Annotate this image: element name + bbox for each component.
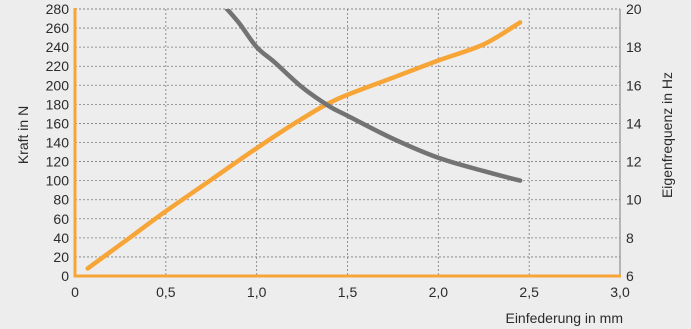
left-tick-label: 240 [46, 39, 70, 55]
left-tick-label: 60 [53, 211, 69, 227]
right-axis-title: Eigenfrequenz in Hz [659, 72, 675, 198]
left-axis-title: Kraft in N [15, 106, 31, 164]
force-curve [85, 20, 523, 271]
x-tick-label: 1,5 [338, 284, 358, 300]
right-tick-label: 8 [626, 230, 634, 246]
left-tick-label: 220 [46, 58, 70, 74]
left-tick-label: 40 [53, 230, 69, 246]
x-tick-label: 2,5 [519, 284, 539, 300]
right-tick-label: 10 [626, 192, 642, 208]
x-axis-title: Einfederung in mm [505, 310, 623, 326]
x-tick-label: 2,0 [429, 284, 449, 300]
tick-labels: 0204060801001201401601802002202402602806… [46, 1, 642, 300]
left-tick-label: 140 [46, 135, 70, 151]
left-tick-label: 80 [53, 192, 69, 208]
x-tick-label: 0,5 [156, 284, 176, 300]
left-tick-label: 20 [53, 249, 69, 265]
left-tick-label: 200 [46, 77, 70, 93]
right-tick-label: 6 [626, 268, 634, 284]
left-tick-label: 120 [46, 154, 70, 170]
right-tick-label: 20 [626, 1, 642, 17]
axes [73, 8, 621, 278]
x-tick-label: 1,0 [247, 284, 267, 300]
right-tick-label: 18 [626, 39, 642, 55]
left-tick-label: 180 [46, 96, 70, 112]
right-tick-label: 14 [626, 115, 642, 131]
left-tick-label: 280 [46, 1, 70, 17]
grid-lines [75, 8, 621, 276]
x-tick-label: 3,0 [610, 284, 630, 300]
left-tick-label: 0 [61, 268, 69, 284]
left-tick-label: 100 [46, 173, 70, 189]
left-tick-label: 260 [46, 20, 70, 36]
right-tick-label: 12 [626, 154, 642, 170]
frequency-curve [223, 9, 523, 183]
data-series [85, 9, 523, 271]
right-tick-label: 16 [626, 77, 642, 93]
x-tick-label: 0 [71, 284, 79, 300]
left-tick-label: 160 [46, 115, 70, 131]
